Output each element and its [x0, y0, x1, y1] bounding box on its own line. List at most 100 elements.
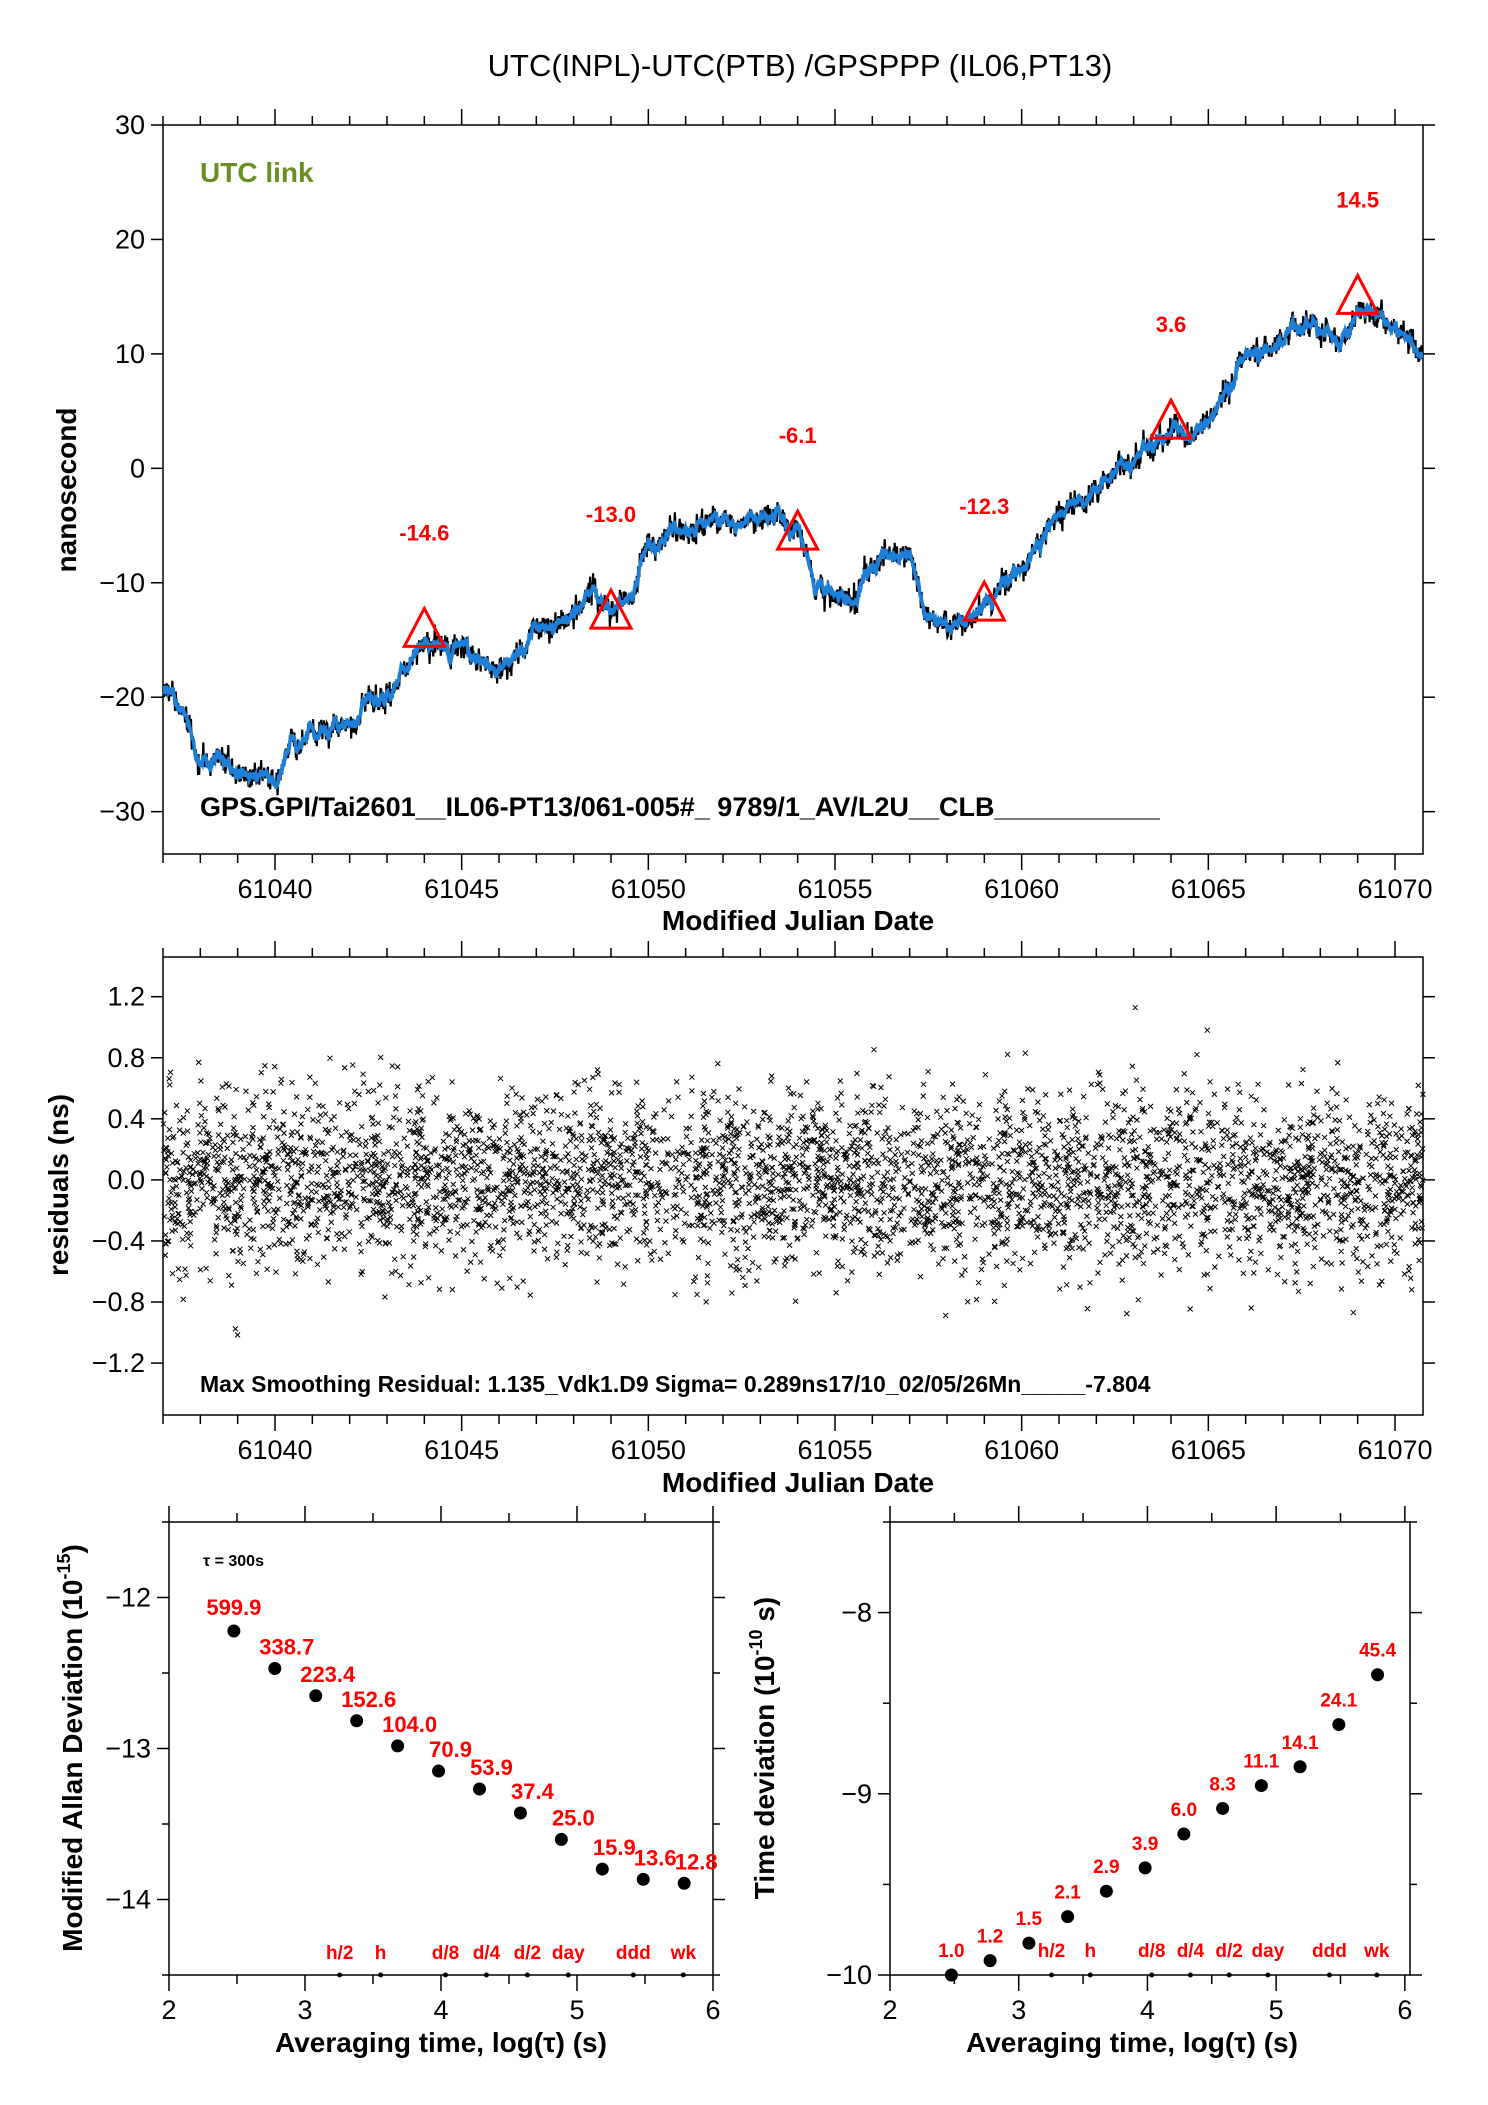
residual-point: [637, 1177, 644, 1184]
plot-frame: [162, 124, 1424, 855]
residual-point: [897, 1131, 904, 1138]
residual-point: [446, 1113, 453, 1120]
residual-point: [182, 1266, 188, 1273]
residual-point: [363, 1151, 370, 1158]
residual-point: [539, 1199, 545, 1205]
residual-point: [1264, 1187, 1271, 1194]
residual-point: [878, 1216, 884, 1223]
residual-point: [531, 1248, 537, 1254]
residual-point: [917, 1273, 924, 1280]
marker-label: 14.5: [1336, 187, 1379, 212]
residual-point: [617, 1151, 623, 1158]
residual-point: [450, 1181, 457, 1188]
residual-point: [480, 1158, 487, 1165]
residual-point: [630, 1135, 636, 1142]
residual-point: [1277, 1155, 1284, 1162]
residual-point: [176, 1276, 183, 1283]
residual-point: [1252, 1186, 1259, 1192]
residual-point: [187, 1242, 194, 1249]
residual-point: [1004, 1106, 1011, 1113]
residual-point: [881, 1103, 887, 1109]
residual-point: [866, 1139, 872, 1146]
residual-point: [944, 1180, 951, 1187]
residual-point: [450, 1115, 457, 1121]
residual-point: [999, 1150, 1005, 1157]
residual-point: [905, 1190, 912, 1197]
reference-label: wk: [1363, 1941, 1390, 1962]
residual-point: [330, 1170, 336, 1177]
residual-point: [558, 1111, 565, 1118]
residual-point: [1211, 1091, 1218, 1098]
residual-point: [1352, 1197, 1359, 1204]
residual-point: [1347, 1172, 1354, 1178]
residual-point: [263, 1155, 270, 1162]
residual-point: [1132, 1244, 1138, 1250]
residual-point: [646, 1238, 653, 1244]
residual-point: [314, 1169, 321, 1176]
residual-point: [1035, 1099, 1041, 1105]
residual-point: [222, 1154, 228, 1161]
residual-point: [1229, 1173, 1236, 1180]
residual-point: [704, 1279, 711, 1286]
residual-point: [1055, 1220, 1062, 1227]
residual-point: [1189, 1167, 1196, 1174]
reference-label: d/8: [1138, 1941, 1165, 1962]
residual-point: [792, 1298, 799, 1305]
residual-point: [767, 1117, 774, 1124]
residual-point: [360, 1080, 367, 1086]
residual-point: [186, 1195, 193, 1201]
residual-point: [1097, 1259, 1103, 1266]
data-label: 70.9: [429, 1737, 472, 1762]
residual-point: [1029, 1178, 1036, 1184]
data-point: [1138, 1861, 1152, 1875]
residual-point: [1279, 1175, 1286, 1182]
residual-point: [474, 1112, 481, 1119]
residual-point: [224, 1192, 231, 1198]
data-point: [1371, 1668, 1385, 1682]
residual-point: [1166, 1131, 1172, 1138]
residual-point: [575, 1191, 581, 1197]
residual-point: [686, 1222, 693, 1229]
residual-point: [365, 1158, 371, 1165]
residual-point: [812, 1122, 819, 1129]
residual-point: [1255, 1081, 1261, 1088]
residual-point: [1306, 1231, 1313, 1237]
residual-point: [509, 1187, 516, 1194]
x-tick-label: 61040: [237, 874, 312, 904]
residual-point: [728, 1183, 735, 1190]
residual-point: [833, 1137, 839, 1144]
residual-point: [833, 1289, 840, 1296]
residual-point: [1338, 1226, 1344, 1233]
reference-label: h/2: [1038, 1941, 1065, 1962]
residual-point: [1335, 1148, 1342, 1155]
residual-point: [1143, 1163, 1150, 1170]
residual-point: [995, 1116, 1001, 1122]
residual-point: [599, 1196, 605, 1203]
residual-point: [383, 1239, 389, 1246]
reference-label: d/4: [473, 1943, 501, 1964]
residual-point: [1277, 1215, 1283, 1222]
residual-point: [765, 1203, 771, 1210]
residual-point: [1238, 1120, 1245, 1126]
residual-point: [1066, 1195, 1073, 1202]
residual-point: [800, 1225, 806, 1232]
residual-point: [764, 1186, 770, 1193]
x-tick-label: 5: [569, 1995, 584, 2025]
chart-title: UTC(INPL)-UTC(PTB) /GPSPPP (IL06,PT13): [488, 48, 1113, 83]
residual-point: [847, 1220, 854, 1226]
residual-point: [722, 1251, 728, 1258]
residual-point: [1369, 1140, 1375, 1147]
residual-point: [950, 1133, 956, 1140]
residual-point: [812, 1160, 819, 1167]
triangle-marker: [1148, 396, 1194, 440]
reference-label: h: [1084, 1941, 1096, 1962]
residual-point: [770, 1176, 777, 1182]
residual-point: [480, 1197, 486, 1204]
residual-point: [231, 1113, 237, 1120]
residual-point: [1074, 1201, 1080, 1208]
residual-point: [191, 1150, 198, 1157]
residual-point: [948, 1145, 954, 1152]
residual-point: [441, 1146, 448, 1152]
residual-point: [688, 1182, 694, 1189]
residual-point: [362, 1167, 369, 1174]
